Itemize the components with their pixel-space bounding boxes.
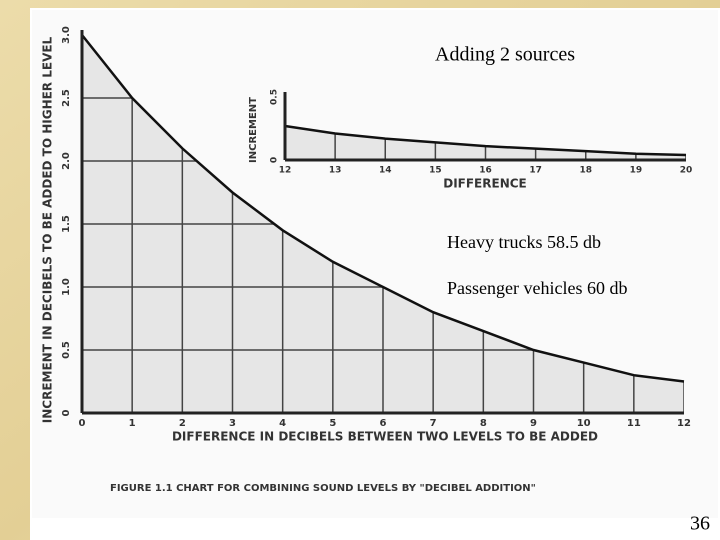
x-tick-label: 3 [229,418,236,429]
x-tick-label: 11 [627,418,641,429]
x-tick-label: 16 [479,166,492,176]
x-tick-label: 13 [329,166,342,176]
y-tick-label: 3.0 [61,26,72,44]
x-tick-label: 15 [429,166,442,176]
heading: Adding 2 sources [435,44,575,66]
curve [284,124,687,157]
y-tick-label: 1.5 [61,215,72,233]
x-tick-label: 0 [79,418,86,429]
x-tick-label: 2 [179,418,186,429]
y-tick-label: 0 [270,157,280,163]
x-tick-label: 8 [480,418,487,429]
x-tick-label: 12 [279,166,292,176]
x-tick-label: 18 [579,166,592,176]
x-tick-label: 9 [530,418,537,429]
x-axis-label: DIFFERENCE [443,177,527,191]
x-tick-label: 6 [380,418,387,429]
note: Heavy trucks 58.5 db [447,232,601,252]
y-tick-label: 0 [61,409,72,416]
x-tick-label: 14 [379,166,392,176]
note: Passenger vehicles 60 db [447,278,627,298]
x-tick-label: 19 [630,166,643,176]
y-tick-label: 0.5 [270,89,280,105]
x-axis-label: DIFFERENCE IN DECIBELS BETWEEN TWO LEVEL… [172,430,598,444]
x-tick-label: 17 [529,166,542,176]
y-axis-label: INCREMENT [248,97,259,163]
x-tick-label: 10 [577,418,591,429]
page-number: 36 [690,513,710,535]
y-tick-label: 2.0 [61,152,72,170]
y-tick-label: 2.5 [61,89,72,107]
chart-caption: FIGURE 1.1 CHART FOR COMBINING SOUND LEV… [110,483,536,494]
y-axis-label: INCREMENT IN DECIBELS TO BE ADDED TO HIG… [41,36,55,423]
x-tick-label: 20 [680,166,693,176]
y-tick-label: 0.5 [61,341,72,359]
x-tick-label: 12 [677,418,691,429]
x-tick-label: 5 [329,418,336,429]
x-tick-label: 4 [279,418,286,429]
y-tick-label: 1.0 [61,278,72,296]
x-tick-label: 1 [129,418,136,429]
x-tick-label: 7 [430,418,437,429]
curve [81,34,685,383]
